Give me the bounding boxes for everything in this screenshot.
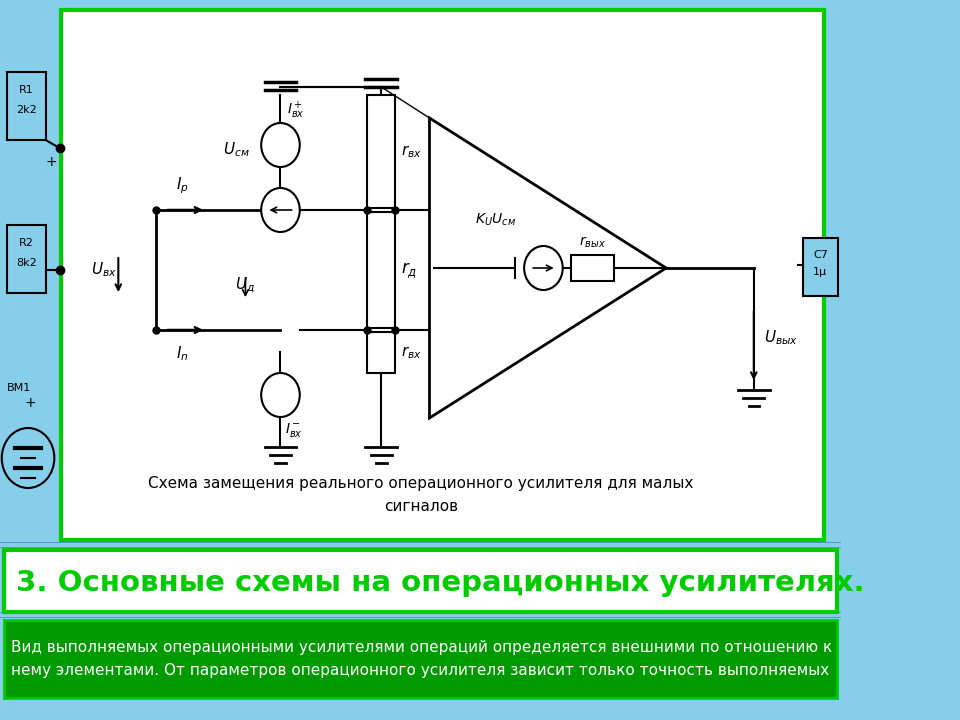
Text: $U_{см}$: $U_{см}$ — [224, 140, 250, 159]
Bar — [803, 238, 838, 296]
Circle shape — [261, 373, 300, 417]
Bar — [7, 72, 45, 140]
Text: C7: C7 — [813, 250, 828, 260]
Circle shape — [524, 246, 563, 290]
Text: $I_n$: $I_n$ — [176, 344, 188, 363]
Bar — [368, 212, 396, 328]
Bar — [368, 95, 396, 208]
Text: R1: R1 — [19, 85, 34, 95]
Bar — [368, 332, 396, 373]
Text: $U_д$: $U_д$ — [235, 275, 255, 295]
Text: ≫: ≫ — [273, 137, 288, 153]
Text: $r_{вых}$: $r_{вых}$ — [579, 235, 606, 250]
Text: 2k2: 2k2 — [16, 105, 36, 115]
Text: Схема замещения реального операционного усилителя для малых
сигналов: Схема замещения реального операционного … — [148, 477, 693, 513]
Circle shape — [261, 188, 300, 232]
Text: $r_{вх}$: $r_{вх}$ — [400, 344, 421, 361]
Bar — [7, 225, 45, 293]
Text: +: + — [25, 396, 36, 410]
Text: 8k2: 8k2 — [16, 258, 36, 268]
Text: $U_{вых}$: $U_{вых}$ — [764, 328, 799, 347]
Text: 1µ: 1µ — [813, 267, 828, 277]
Bar — [571, 255, 613, 281]
Text: ВМ1: ВМ1 — [7, 383, 32, 393]
FancyBboxPatch shape — [61, 10, 824, 540]
Text: $K_U U_{см}$: $K_U U_{см}$ — [474, 212, 516, 228]
Circle shape — [261, 123, 300, 167]
Text: R2: R2 — [19, 238, 34, 248]
Text: 3. Основные схемы на операционных усилителях.: 3. Основные схемы на операционных усилит… — [15, 569, 864, 597]
Text: $r_д$: $r_д$ — [400, 260, 417, 280]
Circle shape — [2, 428, 55, 488]
Text: +: + — [45, 155, 57, 169]
Text: $r_{вх}$: $r_{вх}$ — [400, 143, 421, 160]
FancyBboxPatch shape — [5, 620, 837, 698]
Text: $I^+_{вх}$: $I^+_{вх}$ — [287, 99, 305, 121]
Text: $I_р$: $I_р$ — [176, 176, 189, 196]
Text: $U_{вх}$: $U_{вх}$ — [90, 261, 116, 279]
Text: Вид выполняемых операционными усилителями операций определяется внешними по отно: Вид выполняемых операционными усилителям… — [11, 640, 831, 678]
Text: $I^-_{вх}$: $I^-_{вх}$ — [285, 421, 302, 439]
FancyBboxPatch shape — [5, 550, 837, 612]
Text: ≫: ≫ — [273, 387, 288, 403]
